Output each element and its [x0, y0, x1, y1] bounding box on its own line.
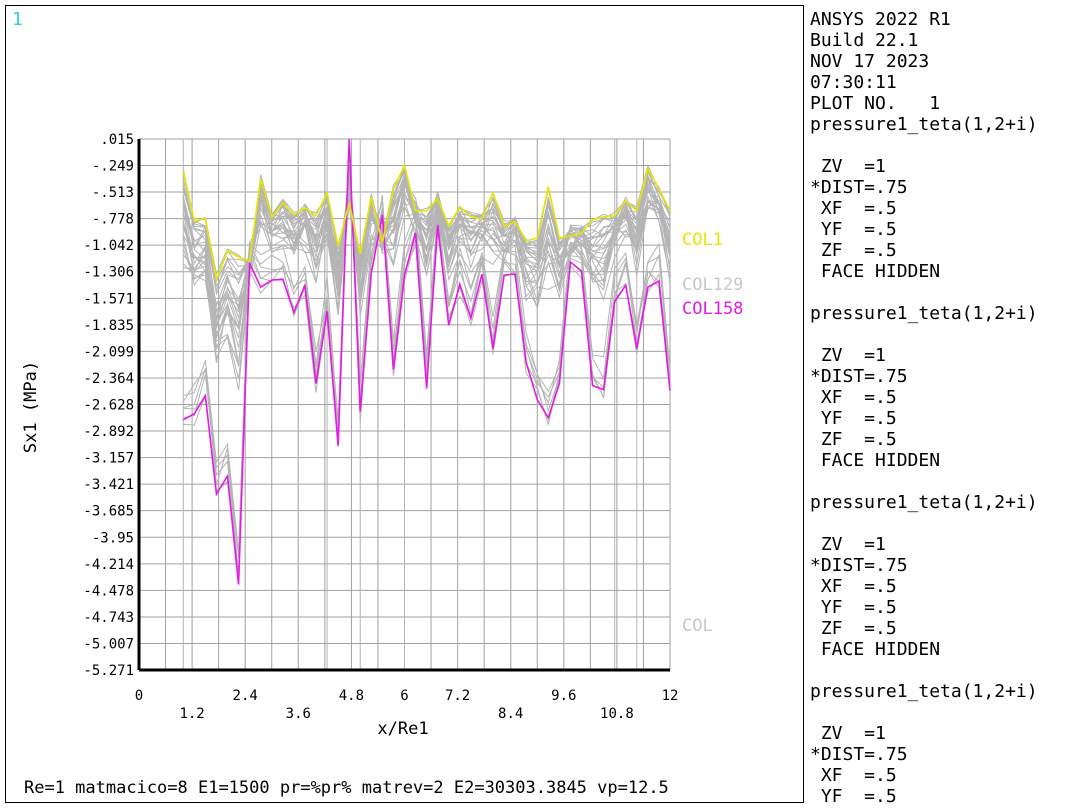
side-panel-line: *DIST=.75 [810, 744, 908, 765]
side-panel-line: Build 22.1 [810, 30, 919, 51]
background-curve [183, 165, 671, 391]
y-tick-label: .015 [100, 132, 134, 148]
y-tick-label: -4.478 [83, 583, 134, 599]
side-panel-line: FACE HIDDEN [810, 450, 941, 471]
series-line-col158 [182, 138, 671, 585]
side-panel-line: YF =.5 [810, 219, 897, 240]
y-tick-label: -.513 [92, 185, 134, 201]
y-tick-label: -1.835 [83, 318, 134, 334]
side-panel-line: XF =.5 [810, 765, 897, 786]
footer-text: Re=1 matmacico=8 E1=1500 pr=%pr% matrev=… [24, 778, 669, 798]
side-panel-line: YF =.5 [810, 597, 897, 618]
legend-label: COL [682, 616, 713, 636]
side-panel-line: ZF =.5 [810, 429, 897, 450]
y-tick-label: -1.306 [83, 265, 134, 281]
y-tick-label: -5.271 [83, 663, 134, 679]
side-panel-line [810, 282, 1077, 303]
side-panel-line: *DIST=.75 [810, 177, 908, 198]
side-panel-line [810, 471, 1077, 492]
legend-label: COL129 [682, 275, 743, 295]
x-tick-label: 2.4 [233, 688, 258, 704]
side-panel: ANSYS 2022 R1 Build 22.1 NOV 17 2023 07:30:… [810, 9, 1077, 807]
side-panel-line [810, 135, 1077, 156]
side-panel-line: 07:30:11 [810, 72, 897, 93]
y-tick-label: -3.685 [83, 504, 134, 520]
side-panel-line [810, 660, 1077, 681]
background-curve [182, 179, 671, 366]
side-panel-line: ANSYS 2022 R1 [810, 9, 951, 30]
window-number: 1 [12, 9, 23, 30]
background-curve [182, 138, 671, 576]
side-panel-line: PLOT NO. 1 [810, 93, 941, 114]
x-axis-title: x/Re1 [377, 719, 428, 739]
x-tick-label: 12 [662, 688, 679, 704]
x-tick-label: 6 [400, 688, 408, 704]
side-panel-line: XF =.5 [810, 387, 897, 408]
y-tick-label: -2.099 [83, 344, 134, 360]
side-panel-line: YF =.5 [810, 408, 897, 429]
x-tick-label: 7.2 [445, 688, 470, 704]
x-tick-label: 1.2 [179, 706, 204, 722]
side-panel-line: XF =.5 [810, 198, 897, 219]
background-curve [182, 179, 671, 338]
x-tick-label: 3.6 [286, 706, 311, 722]
background-curve [182, 190, 671, 348]
x-tick-label: 9.6 [551, 688, 576, 704]
side-panel-line: pressure1_teta(1,2+i) [810, 114, 1038, 135]
y-tick-label: -.778 [92, 212, 134, 228]
y-tick-label: -3.95 [92, 530, 134, 546]
background-curve [182, 178, 671, 306]
y-tick-label: -.249 [92, 159, 134, 175]
side-panel-line [810, 702, 1077, 723]
side-panel-line: FACE HIDDEN [810, 261, 941, 282]
background-curve [182, 163, 671, 276]
series-line-col1 [182, 163, 671, 283]
background-curve [182, 198, 671, 367]
side-panel-line: ZV =1 [810, 156, 886, 177]
side-panel-line: NOV 17 2023 [810, 51, 930, 72]
y-tick-label: -5.007 [83, 636, 134, 652]
y-tick-label: -2.892 [83, 424, 134, 440]
x-tick-label: 4.8 [339, 688, 364, 704]
background-curve [182, 170, 671, 308]
y-tick-label: -4.743 [83, 610, 134, 626]
x-tick-label: 8.4 [498, 706, 523, 722]
side-panel-line [810, 324, 1077, 345]
chart: .015 -.249 -.513 -.778 -1.042 -1.306 -1.571 -1.… [21, 132, 743, 739]
side-panel-line: ZV =1 [810, 534, 886, 555]
side-panel-line [810, 513, 1077, 534]
side-panel-line: FACE HIDDEN [810, 639, 941, 660]
side-panel-line: pressure1_teta(1,2+i) [810, 681, 1038, 702]
y-tick-label: -4.214 [83, 557, 134, 573]
side-panel-line: XF =.5 [810, 576, 897, 597]
side-panel-line: ZV =1 [810, 723, 886, 744]
y-tick-label: -2.628 [83, 398, 134, 414]
background-curve [182, 176, 671, 328]
plot-frame [5, 5, 804, 803]
background-curve [183, 138, 671, 571]
side-panel-line: ZF =.5 [810, 240, 897, 261]
y-tick-label: -1.042 [83, 238, 134, 254]
y-tick-label: -2.364 [83, 371, 134, 387]
side-panel-line: ZV =1 [810, 345, 886, 366]
background-curve [183, 138, 671, 553]
y-tick-label: -3.157 [83, 451, 134, 467]
x-tick-label: 0 [135, 688, 143, 704]
side-panel-line: *DIST=.75 [810, 366, 908, 387]
legend-label: COL1 [682, 230, 723, 250]
y-tick-label: -3.421 [83, 477, 134, 493]
y-axis-title: Sx1 (MPa) [21, 361, 41, 453]
x-tick-label: 10.8 [600, 706, 634, 722]
side-panel-line: pressure1_teta(1,2+i) [810, 303, 1038, 324]
legend-label: COL158 [682, 299, 743, 319]
side-panel-line: YF =.5 [810, 786, 897, 807]
side-panel-line: ZF =.5 [810, 618, 897, 639]
side-panel-line: *DIST=.75 [810, 555, 908, 576]
y-tick-label: -1.571 [83, 291, 134, 307]
side-panel-line: pressure1_teta(1,2+i) [810, 492, 1038, 513]
